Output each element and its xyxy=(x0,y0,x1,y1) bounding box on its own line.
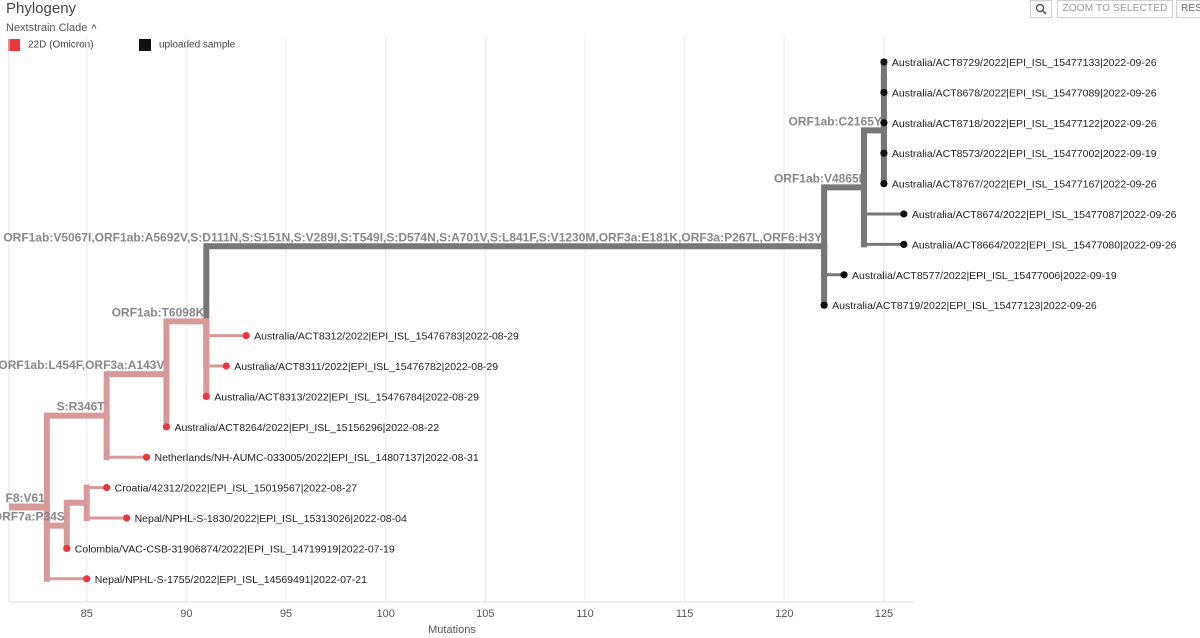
tip-node[interactable] xyxy=(83,575,91,583)
panel-title: Phylogeny xyxy=(6,0,77,17)
branch-label: ORF7a:P34S xyxy=(0,510,65,524)
x-tick-label: 85 xyxy=(81,608,93,620)
tip-node[interactable] xyxy=(63,544,71,553)
tip-node[interactable] xyxy=(880,180,888,188)
tip-label: Australia/ACT8312/2022|EPI_ISL_15476783|… xyxy=(254,331,519,343)
tip-label: Australia/ACT8729/2022|EPI_ISL_15477133|… xyxy=(892,57,1157,69)
tip-node[interactable] xyxy=(900,210,908,218)
legend-title: Nextstrain Clade xyxy=(6,22,88,34)
tip-node[interactable] xyxy=(820,301,828,309)
tip-node[interactable] xyxy=(122,514,131,522)
legend-item-uploaded[interactable]: uploaded sample xyxy=(139,39,235,53)
tip-label: Australia/ACT8678/2022|EPI_ISL_15477089|… xyxy=(892,87,1157,99)
x-tick-label: 115 xyxy=(676,608,694,620)
legend-item-label: uploaded sample xyxy=(159,39,236,51)
tip-node[interactable] xyxy=(880,149,888,157)
legend-toggle[interactable]: Nextstrain Clade ^ xyxy=(6,22,97,34)
x-tick-label: 95 xyxy=(280,608,292,620)
chevron-up-icon: ^ xyxy=(91,23,97,33)
legend-item-22d[interactable]: 22D (Omicron) xyxy=(8,39,94,53)
tip-node[interactable] xyxy=(900,240,908,248)
branch-label: ORF1ab:L454F,ORF3a:A143V xyxy=(0,358,164,372)
legend-swatch xyxy=(8,39,20,51)
x-tick-label: 125 xyxy=(875,608,893,620)
tip-label: Australia/ACT8719/2022|EPI_ISL_15477123|… xyxy=(832,300,1097,312)
tip-label: Australia/ACT8664/2022|EPI_ISL_15477080|… xyxy=(912,239,1177,251)
tip-label: Australia/ACT8264/2022|EPI_ISL_15156296|… xyxy=(174,422,439,434)
branch-label: ORF1ab:V4865I xyxy=(774,171,862,185)
x-tick-label: 110 xyxy=(576,608,594,620)
reset-layout-button[interactable]: RES xyxy=(1176,0,1200,18)
tip-label: Australia/ACT8573/2022|EPI_ISL_15477002|… xyxy=(892,148,1157,160)
tip-node[interactable] xyxy=(880,58,888,66)
legend-item-label: 22D (Omicron) xyxy=(28,39,94,51)
tip-label: Australia/ACT8718/2022|EPI_ISL_15477122|… xyxy=(892,118,1157,130)
tip-node[interactable] xyxy=(162,423,171,431)
tip-label: Colombia/VAC-CSB-31906874/2022|EPI_ISL_1… xyxy=(75,543,395,555)
tip-node[interactable] xyxy=(103,484,111,492)
tip-label: Netherlands/NH-AUMC-033005/2022|EPI_ISL_… xyxy=(155,452,479,464)
branch-label: S:R346T xyxy=(57,400,106,414)
zoom-to-selected-button[interactable]: ZOOM TO SELECTED xyxy=(1057,0,1173,18)
tip-node[interactable] xyxy=(242,332,250,340)
x-tick-label: 105 xyxy=(476,608,494,620)
x-tick-label: 100 xyxy=(376,608,394,620)
x-tick-label: 90 xyxy=(180,608,192,620)
legend-swatch xyxy=(139,39,151,51)
tip-label: Australia/ACT8767/2022|EPI_ISL_15477167|… xyxy=(892,179,1157,191)
tip-label: Australia/ACT8311/2022|EPI_ISL_15476782|… xyxy=(234,361,498,373)
branch-label: ORF1ab:T6098K xyxy=(112,305,205,319)
branch-label: F8:V61 xyxy=(6,491,46,505)
tip-label: Australia/ACT8674/2022|EPI_ISL_15477087|… xyxy=(912,209,1177,221)
branch-label: ORF1ab:C2165Y xyxy=(789,114,882,128)
tip-node[interactable] xyxy=(142,453,151,461)
tip-node[interactable] xyxy=(880,119,888,127)
tip-label: Nepal/NPHL-S-1755/2022|EPI_ISL_14569491|… xyxy=(95,574,367,586)
tip-node[interactable] xyxy=(880,88,888,96)
tip-node[interactable] xyxy=(202,392,210,400)
tip-label: Australia/ACT8577/2022|EPI_ISL_15477006|… xyxy=(852,270,1117,282)
search-icon-button[interactable] xyxy=(1030,0,1052,18)
branch-label: ORF1ab:V5067I,ORF1ab:A5692V,S:D111N,S:S1… xyxy=(3,230,822,244)
x-tick-label: 120 xyxy=(775,608,793,620)
tip-node[interactable] xyxy=(840,271,848,279)
tip-label: Croatia/42312/2022|EPI_ISL_15019567|2022… xyxy=(115,483,358,495)
tip-label: Nepal/NPHL-S-1830/2022|EPI_ISL_15313026|… xyxy=(135,513,407,525)
tip-node[interactable] xyxy=(222,362,230,370)
tip-label: Australia/ACT8313/2022|EPI_ISL_15476784|… xyxy=(214,391,479,403)
search-icon xyxy=(1035,3,1047,15)
x-axis-title: Mutations xyxy=(428,624,476,636)
